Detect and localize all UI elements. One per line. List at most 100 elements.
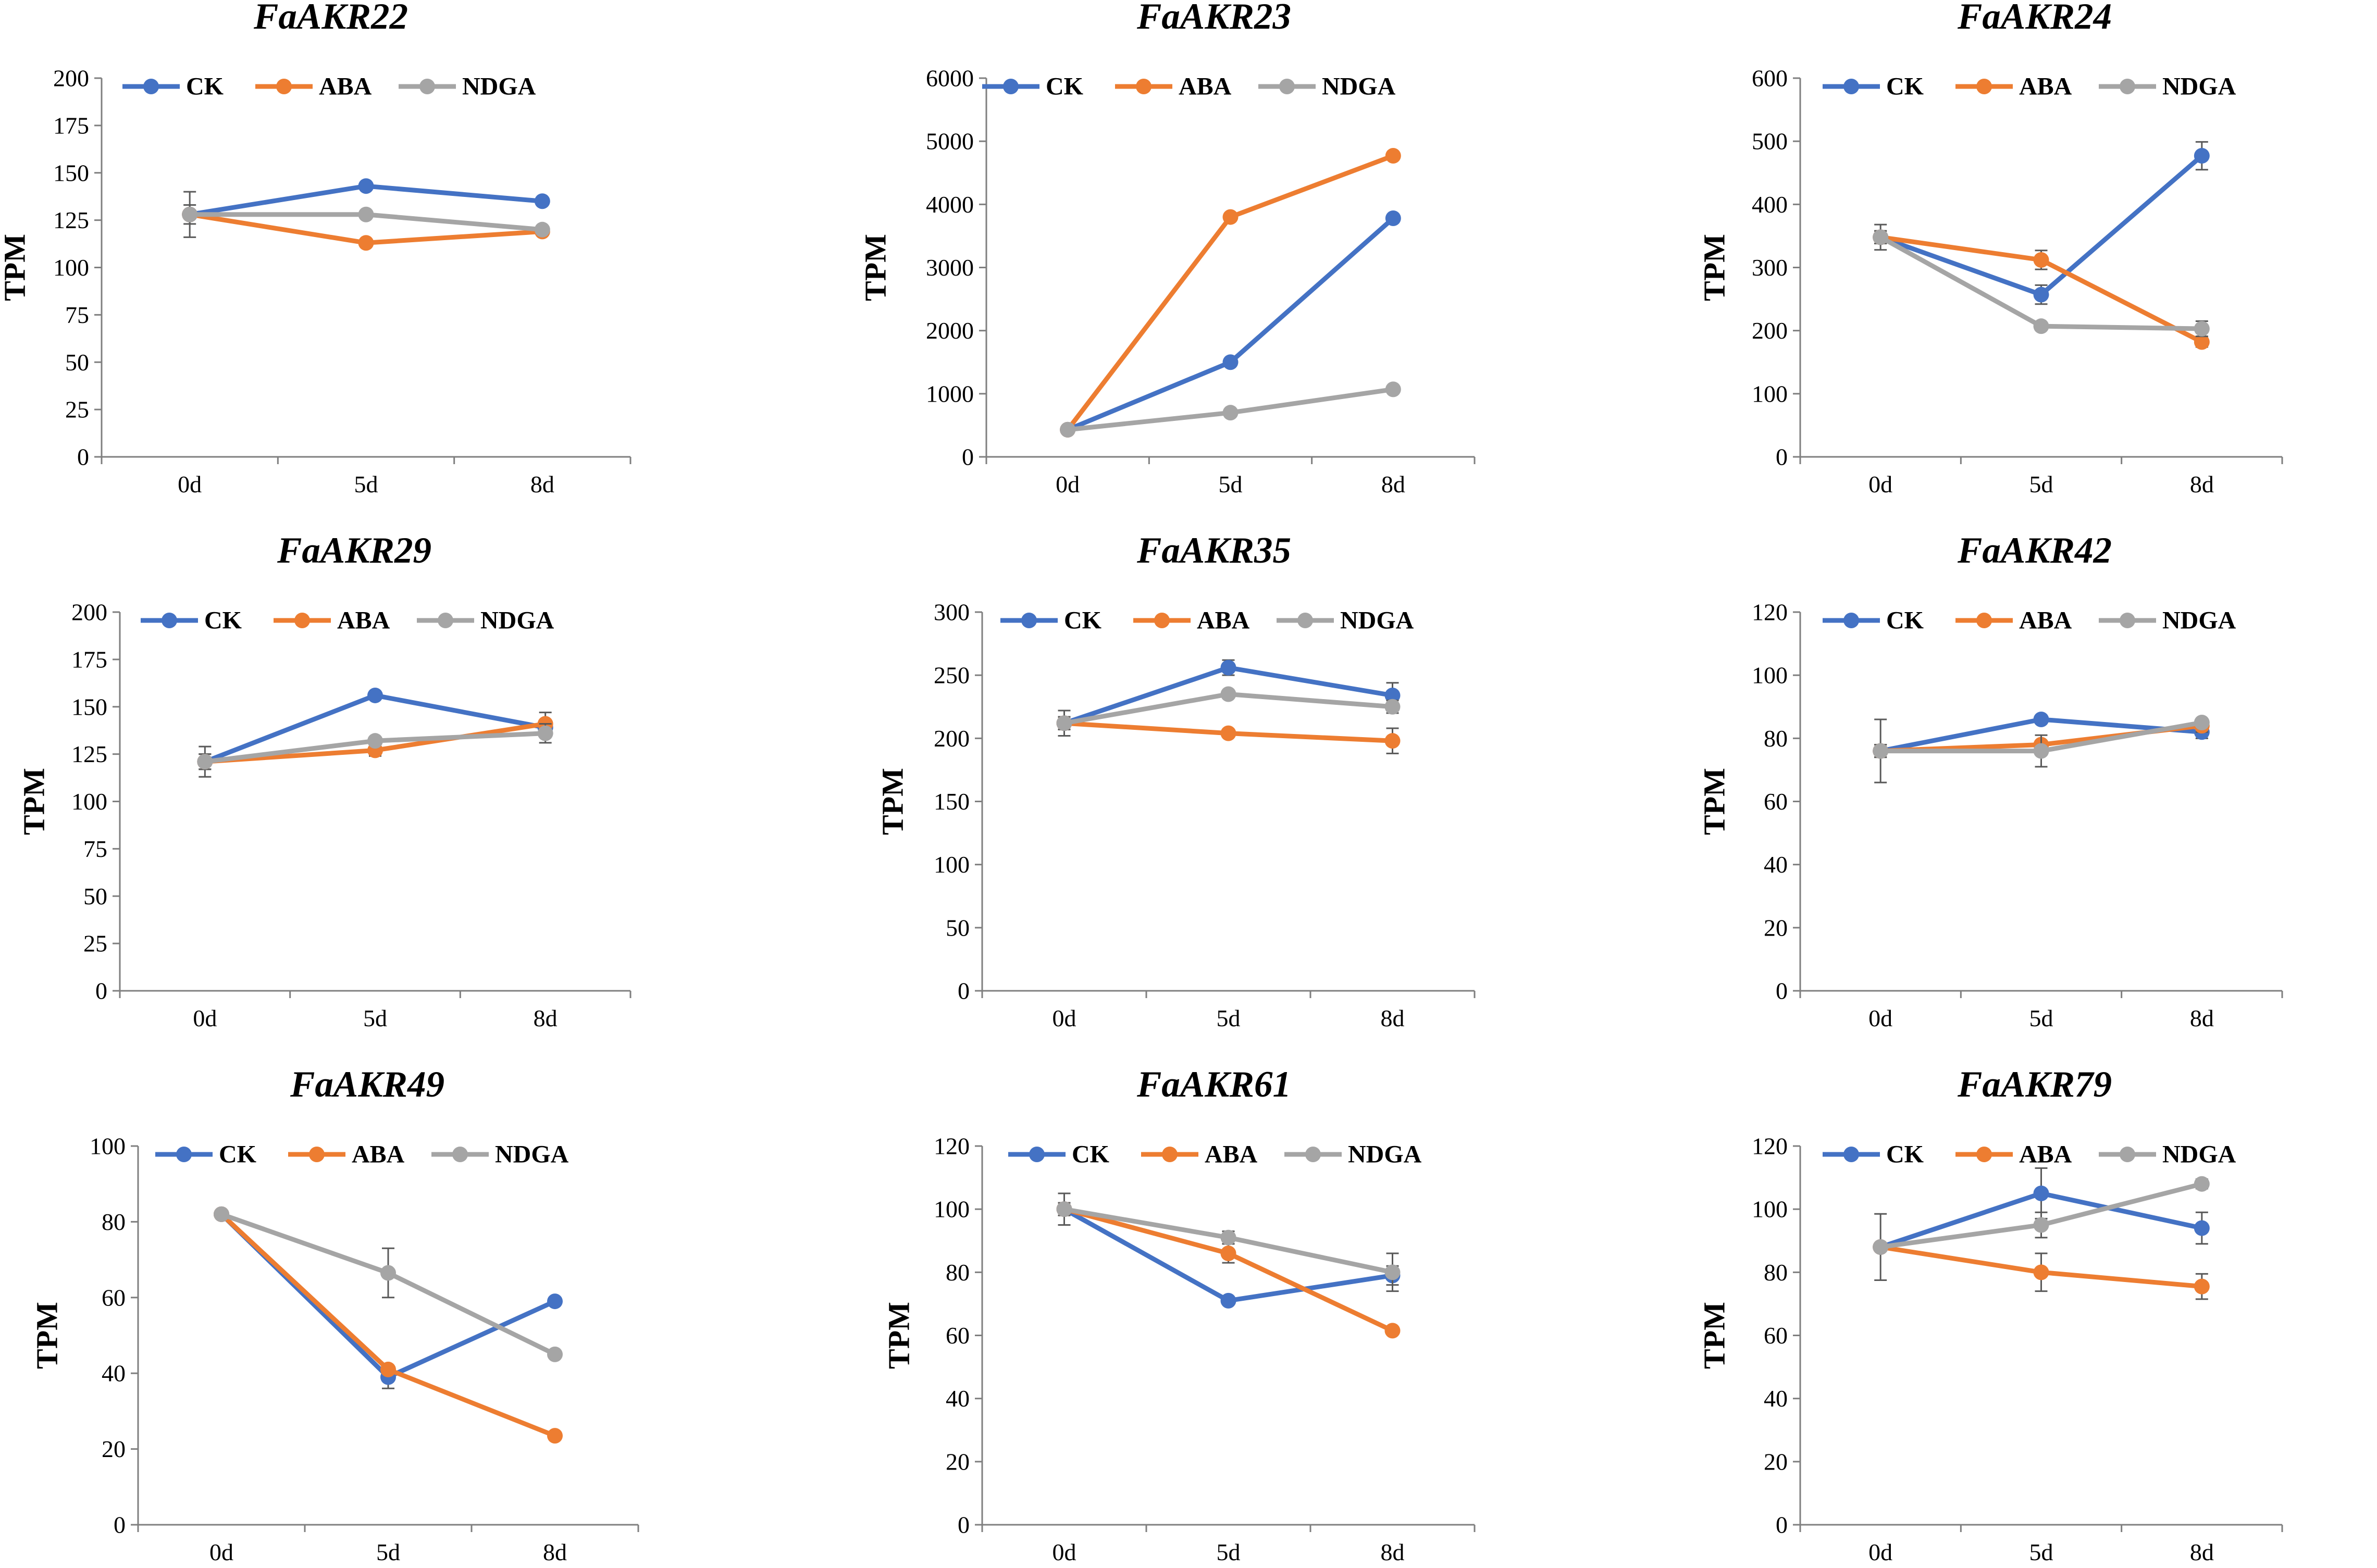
data-point-ndga: [2194, 321, 2210, 337]
legend-label-ndga: NDGA: [2162, 73, 2236, 101]
y-tick-label: 80: [102, 1209, 126, 1235]
data-point-ndga: [1056, 1201, 1072, 1217]
data-point-aba: [1384, 1323, 1401, 1339]
legend-marker-aba: [1976, 79, 1992, 94]
legend-label-ndga: NDGA: [2162, 607, 2236, 634]
chart-panel-faakr79: FaAKR79 TPM 0 20 40 60 80 100 120 0d 5d 8d CK ABA NDGA: [1698, 1064, 2283, 1565]
data-point-ndga: [1220, 686, 1236, 702]
y-tick-label: 4000: [926, 191, 974, 218]
legend-marker-ck: [1843, 1147, 1859, 1162]
legend-label-aba: ABA: [337, 607, 390, 634]
legend-label-ck: CK: [204, 607, 242, 634]
y-axis-label: TPM: [882, 1302, 916, 1369]
chart-title: FaAKR24: [1957, 0, 2112, 37]
x-tick-label: 5d: [1219, 471, 1243, 497]
y-tick-label: 100: [1752, 380, 1788, 407]
y-axis-label: TPM: [859, 234, 893, 301]
y-tick-label: 120: [1752, 1133, 1788, 1160]
y-tick-label: 125: [71, 741, 107, 767]
data-point-ndga: [547, 1346, 563, 1362]
data-point-ndga: [1385, 381, 1401, 397]
legend-marker-ck: [1843, 79, 1859, 94]
x-tick-label: 0d: [1868, 1005, 1892, 1031]
y-tick-label: 20: [1764, 1448, 1788, 1475]
data-point-ndga: [358, 206, 374, 222]
data-point-aba: [1220, 1245, 1236, 1261]
y-tick-label: 40: [1764, 851, 1788, 878]
data-point-ndga: [2033, 318, 2049, 334]
legend-label-aba: ABA: [352, 1141, 405, 1168]
legend-marker-aba: [1976, 613, 1992, 628]
y-axis-label: TPM: [876, 768, 910, 835]
y-tick-label: 50: [83, 883, 107, 910]
legend-marker-aba: [276, 79, 292, 94]
x-tick-label: 0d: [193, 1005, 217, 1031]
y-tick-label: 50: [65, 349, 89, 376]
y-tick-label: 100: [1752, 1196, 1788, 1223]
legend-label-ndga: NDGA: [480, 607, 554, 634]
x-tick-label: 8d: [543, 1539, 567, 1565]
x-tick-label: 5d: [354, 471, 378, 497]
data-point-aba: [2194, 1278, 2210, 1295]
data-point-ck: [2194, 148, 2210, 164]
legend-marker-ndga: [2120, 1147, 2135, 1162]
y-tick-label: 60: [1764, 788, 1788, 815]
y-tick-label: 60: [946, 1322, 970, 1349]
data-point-aba: [1222, 209, 1239, 225]
y-tick-label: 0: [77, 444, 89, 470]
data-point-ndga: [2194, 715, 2210, 731]
y-tick-label: 400: [1752, 191, 1788, 218]
y-tick-label: 80: [1764, 1259, 1788, 1286]
legend-marker-aba: [1976, 1147, 1992, 1162]
y-axis-label: TPM: [1698, 1302, 1731, 1369]
data-point-aba: [380, 1361, 396, 1377]
y-tick-label: 150: [71, 693, 107, 720]
y-tick-label: 150: [53, 159, 89, 186]
data-point-aba: [2033, 1264, 2049, 1280]
data-point-ck: [2033, 287, 2049, 303]
data-point-ck: [358, 178, 374, 194]
y-tick-label: 6000: [926, 65, 974, 92]
y-tick-label: 200: [1752, 317, 1788, 344]
chart-panel-faakr29: FaAKR29 TPM 0 25 50 75 100 125 150 175 200 0d 5d 8d CK…: [17, 530, 632, 1031]
chart-panel-faakr42: FaAKR42 TPM 0 20 40 60 80 100 120 0d 5d 8d CK ABA NDGA: [1698, 530, 2283, 1031]
data-point-ck: [1384, 687, 1401, 703]
chart-panel-faakr24: FaAKR24 TPM 0 100 200 300 400 500 600 0d 5d 8d CK ABA…: [1698, 0, 2283, 497]
y-axis-label: TPM: [0, 234, 32, 301]
data-point-ndga: [1384, 699, 1401, 715]
x-tick-label: 0d: [1056, 471, 1080, 497]
y-tick-label: 20: [946, 1448, 970, 1475]
y-tick-label: 125: [53, 207, 89, 233]
data-point-ndga: [1384, 1264, 1401, 1280]
data-point-ndga: [367, 733, 383, 749]
legend-label-aba: ABA: [1205, 1141, 1258, 1168]
legend-marker-ck: [176, 1147, 192, 1162]
chart-title: FaAKR29: [277, 530, 431, 571]
x-tick-label: 8d: [534, 1005, 558, 1031]
legend-marker-ck: [1003, 79, 1019, 94]
y-tick-label: 80: [1764, 725, 1788, 752]
y-tick-label: 0: [1776, 444, 1788, 470]
y-axis-label: TPM: [1698, 234, 1731, 301]
chart-panel-faakr35: FaAKR35 TPM 0 50 100 150 200 250 300 0d 5d 8d CK ABA N…: [876, 530, 1476, 1031]
y-tick-label: 250: [934, 662, 970, 689]
y-tick-label: 100: [90, 1133, 126, 1160]
legend-label-aba: ABA: [2019, 73, 2072, 101]
y-tick-label: 100: [71, 788, 107, 815]
chart-panel-faakr22: FaAKR22 TPM 0 25 50 75 100 125 150 175 200 0d 5d 8d CK…: [0, 0, 632, 497]
y-axis-label: TPM: [30, 1302, 64, 1369]
chart-panel-faakr49: FaAKR49 TPM 0 20 40 60 80 100 0d 5d 8d CK ABA NDGA: [30, 1064, 639, 1565]
y-tick-label: 25: [83, 930, 107, 957]
data-point-aba: [1384, 733, 1401, 749]
legend-marker-ck: [143, 79, 159, 94]
legend-label-aba: ABA: [1197, 607, 1250, 634]
legend-marker-aba: [1136, 79, 1152, 94]
legend-marker-ndga: [2120, 613, 2135, 628]
legend-marker-ndga: [1279, 79, 1295, 94]
x-tick-label: 8d: [1381, 1539, 1405, 1565]
y-tick-label: 75: [65, 302, 89, 328]
data-point-ck: [547, 1293, 563, 1310]
x-tick-label: 0d: [1053, 1005, 1076, 1031]
x-tick-label: 0d: [178, 471, 202, 497]
